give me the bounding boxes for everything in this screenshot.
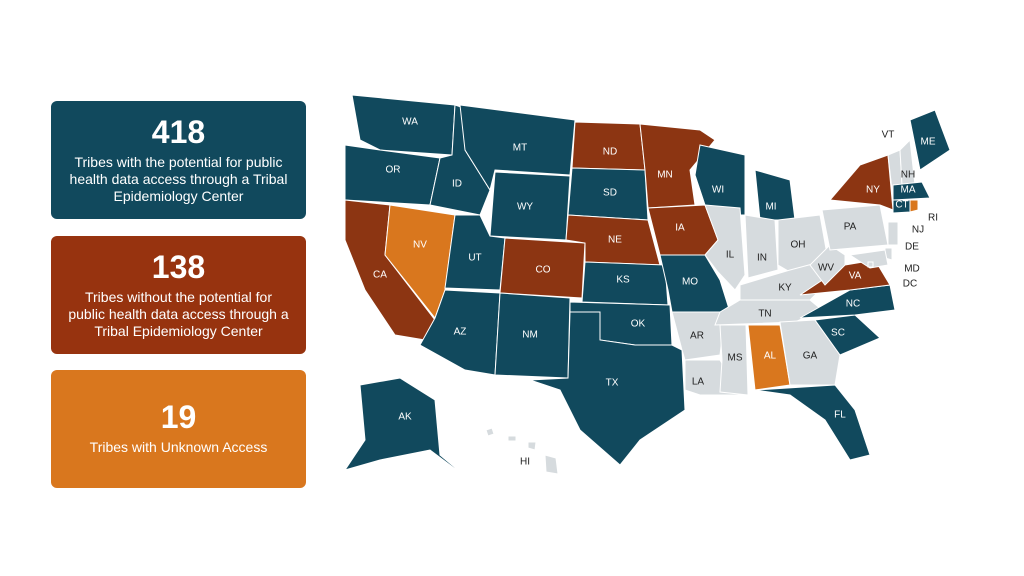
state-label: VA xyxy=(849,271,862,282)
state-label: NC xyxy=(846,299,860,310)
state-label: CO xyxy=(536,265,551,276)
state xyxy=(744,214,779,279)
state xyxy=(704,204,746,291)
state-label: OH xyxy=(791,240,806,251)
state-label: LA xyxy=(692,377,705,388)
state-label: CA xyxy=(373,270,387,281)
state-label: NY xyxy=(866,185,880,196)
state-label: MN xyxy=(657,170,673,181)
state-label: NH xyxy=(901,170,915,181)
state-label: GA xyxy=(803,351,818,362)
stat-card: 138 Tribes without the potential for pub… xyxy=(51,236,306,354)
state xyxy=(892,181,931,201)
stat-text: Tribes with the potential for public hea… xyxy=(69,154,288,204)
state-label: MA xyxy=(901,185,916,196)
state-label: OK xyxy=(631,319,646,330)
state-label: KY xyxy=(778,283,792,294)
state xyxy=(867,261,874,268)
state-label: VT xyxy=(882,130,895,141)
state xyxy=(694,144,746,216)
state xyxy=(351,94,456,156)
state xyxy=(887,221,899,246)
state-label: AK xyxy=(398,412,412,423)
state-label: HI xyxy=(520,457,530,468)
state-label: KS xyxy=(616,275,630,286)
state xyxy=(909,109,951,171)
state xyxy=(909,199,919,213)
state-label: MO xyxy=(682,277,698,288)
state xyxy=(343,377,471,481)
state xyxy=(754,384,871,461)
state-label: CT xyxy=(895,200,908,211)
state-label: MD xyxy=(904,264,920,275)
state-label: ND xyxy=(603,147,617,158)
state-label: TX xyxy=(606,378,619,389)
state xyxy=(639,123,716,209)
state xyxy=(719,324,749,396)
stat-number: 138 xyxy=(151,249,206,285)
state-label: MI xyxy=(765,202,776,213)
state-label: NE xyxy=(608,235,622,246)
state-label: WA xyxy=(402,117,418,128)
state-label: OR xyxy=(386,165,401,176)
state-label: IN xyxy=(757,253,767,264)
state-label: FL xyxy=(834,410,846,421)
state-label: TN xyxy=(758,309,771,320)
state-label: ME xyxy=(921,137,936,148)
state-label: NV xyxy=(413,240,427,251)
stat-number: 19 xyxy=(160,399,197,435)
state-label: RI xyxy=(928,213,938,224)
state xyxy=(779,319,841,386)
state xyxy=(459,104,576,192)
stat-card: 19 Tribes with Unknown Access xyxy=(51,370,306,488)
state xyxy=(671,311,726,361)
state-label: AZ xyxy=(454,327,467,338)
stat-text: Tribes without the potential for public … xyxy=(68,289,289,339)
state xyxy=(485,427,559,475)
state xyxy=(828,154,894,211)
state-label: SC xyxy=(831,328,845,339)
state xyxy=(814,314,881,356)
state-label: NM xyxy=(522,330,538,341)
state-label: NJ xyxy=(912,225,924,236)
state-label: MS xyxy=(728,353,743,364)
state-label: UT xyxy=(468,253,481,264)
state-label: WY xyxy=(517,202,533,213)
state-label: MT xyxy=(513,143,527,154)
state xyxy=(809,244,846,286)
state-label: AL xyxy=(764,351,777,362)
state xyxy=(799,284,896,319)
state-label: WI xyxy=(712,185,724,196)
stat-card: 418 Tribes with the potential for public… xyxy=(51,101,306,219)
state xyxy=(529,311,686,466)
state-label: PA xyxy=(844,222,857,233)
state-label: IL xyxy=(726,250,735,261)
state-label: SD xyxy=(603,188,617,199)
state-label: DE xyxy=(905,242,919,253)
state-label: DC xyxy=(903,279,917,290)
state-label: ID xyxy=(452,179,462,190)
stat-number: 418 xyxy=(151,114,206,150)
state xyxy=(848,249,889,269)
state-label: IA xyxy=(675,223,685,234)
state-label: WV xyxy=(818,263,834,274)
state-label: AR xyxy=(690,331,704,342)
stat-text: Tribes with Unknown Access xyxy=(89,439,268,455)
